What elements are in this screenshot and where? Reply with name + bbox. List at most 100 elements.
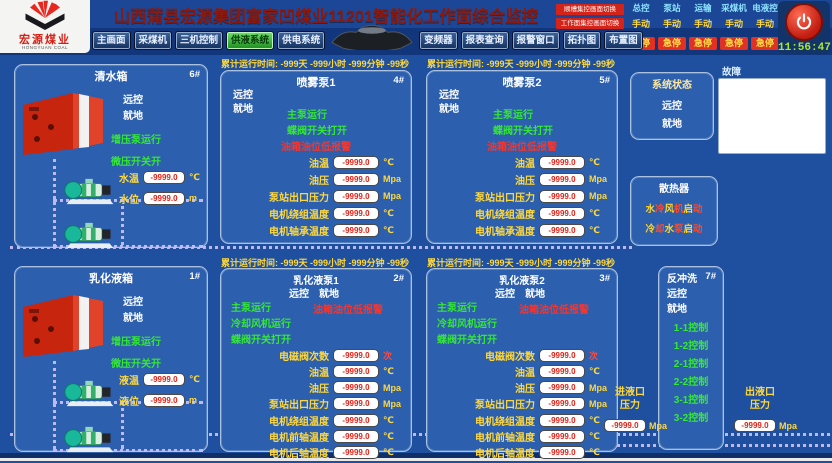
estop-button[interactable]: 急停 (658, 37, 686, 50)
remote-label[interactable]: 远控 (289, 289, 309, 300)
metric-row: 电机绕组温度 -9999.0 ℃ (427, 206, 613, 221)
mode-manual-button[interactable]: 手动 (631, 19, 650, 29)
backflush-control[interactable]: 1-1控制 (673, 323, 709, 334)
estop-button[interactable]: 急停 (720, 37, 748, 50)
nav-tab[interactable]: 采煤机 (133, 31, 173, 50)
nav-tab[interactable]: 供电系统 (277, 31, 326, 50)
metric-row: 电磁阀次数 -9999.0 次 (221, 348, 407, 363)
power-tile: 11:56:47 (778, 1, 831, 54)
panel-title: 乳化液泵2 (499, 276, 545, 287)
metric-label: 电机前轴温度 (269, 432, 329, 444)
alarm-text: 油箱油位低报警 (487, 142, 557, 153)
pipe-line (53, 245, 203, 248)
metric-value: -9999.0 (539, 348, 585, 362)
nav-tab[interactable]: 三机控制 (175, 31, 224, 50)
nav-tab[interactable]: 供液系统 (226, 31, 275, 50)
backflush-control[interactable]: 2-1控制 (673, 359, 709, 370)
metric-value: -9999.0 (539, 364, 585, 378)
pipe-line (53, 401, 203, 404)
power-button[interactable] (785, 3, 823, 41)
nav-tab[interactable]: 报表查询 (460, 31, 509, 50)
metric-unit: ℃ (383, 430, 394, 441)
alarm-badge[interactable]: 顺槽集控画面切换 (556, 4, 624, 15)
remote-label[interactable]: 远控 (439, 90, 459, 101)
control-group-label: 电液控 (752, 3, 778, 13)
metric-label: 泵站出口压力 (475, 192, 535, 204)
panel-radiator: 散热器 水冷风机启动 冷却水泵启动 (630, 176, 718, 246)
nav-tab[interactable]: 主画面 (92, 31, 131, 50)
control-group: 电液控 手动 急停 (751, 2, 779, 50)
metric-value: -9999.0 (539, 397, 585, 411)
metric-value: -9999.0 (333, 429, 379, 443)
metric-row: 电机前轴温度 -9999.0 ℃ (221, 429, 407, 444)
backflush-control[interactable]: 3-2控制 (673, 413, 709, 424)
estop-button[interactable]: 急停 (751, 37, 779, 50)
alarm-badge[interactable]: 工作面集控画面切换 (556, 18, 624, 29)
pipe-line (53, 449, 203, 452)
metric-label: 水温 (119, 173, 139, 185)
metric-label: 油温 (515, 367, 535, 379)
metric-label: 电机绕组温度 (269, 416, 329, 428)
control-group-label: 运输 (694, 3, 712, 13)
mode-manual-button[interactable]: 手动 (755, 19, 774, 29)
backflush-control[interactable]: 2-2控制 (673, 377, 709, 388)
local-label[interactable]: 就地 (233, 104, 253, 115)
remote-label[interactable]: 远控 (495, 289, 515, 300)
local-label[interactable]: 就地 (667, 304, 687, 315)
metric-unit: Mpa (383, 174, 401, 184)
metric-label: 油压 (309, 175, 329, 187)
runtime-text: 累计运行时间: -999天 -999小时 -999分钟 -99秒 (220, 258, 410, 268)
estop-button[interactable]: 急停 (689, 37, 717, 50)
local-label[interactable]: 就地 (525, 289, 545, 300)
panel-title: 乳化液箱 (89, 273, 133, 285)
remote-label[interactable]: 远控 (667, 289, 687, 300)
metric-row: 油温 -9999.0 ℃ (221, 155, 407, 170)
metric-unit: Mpa (649, 420, 667, 431)
metric-label: 电机绕组温度 (475, 209, 535, 221)
remote-label[interactable]: 远控 (123, 95, 143, 106)
local-label[interactable]: 就地 (123, 313, 143, 324)
nav-tab[interactable]: 拓扑图 (562, 31, 602, 50)
local-label[interactable]: 就地 (439, 104, 459, 115)
panel-title: 乳化液泵1 (293, 276, 339, 287)
logo-title: 宏源煤业 (19, 34, 71, 46)
metric-row: 电机前轴温度 -9999.0 ℃ (427, 429, 613, 444)
metric-unit: Mpa (589, 382, 607, 393)
remote-label[interactable]: 远控 (662, 101, 682, 112)
local-label[interactable]: 就地 (319, 289, 339, 300)
panel-number: 3# (599, 273, 610, 284)
backflush-control[interactable]: 1-2控制 (673, 341, 709, 352)
nav-tab[interactable]: 报警窗口 (511, 31, 560, 50)
inlet-pressure-label: 进液口 压力 (608, 386, 652, 412)
panel-spray-pump-1: 喷雾泵1 4# 远控 就地 主泵运行 蝶阀开关打开 油箱油位低报警 油温 -99… (220, 70, 412, 244)
pipe-line (53, 199, 203, 202)
remote-label[interactable]: 远控 (123, 297, 143, 308)
nav-tab[interactable]: 变频器 (419, 31, 458, 50)
local-label[interactable]: 就地 (123, 111, 143, 122)
pipe-line (53, 159, 56, 247)
outlet-label-line2: 压力 (750, 400, 770, 411)
backflush-control[interactable]: 3-1控制 (673, 395, 709, 406)
alarm-text: 油箱油位低报警 (519, 305, 589, 316)
status-text: 蝶阀开关打开 (287, 126, 347, 137)
metric-label: 油温 (515, 158, 535, 170)
metric-unit: ℃ (383, 447, 394, 458)
local-label[interactable]: 就地 (662, 119, 682, 130)
metric-row: 电机轴承温度 -9999.0 ℃ (427, 223, 613, 238)
panel-number: 5# (599, 75, 610, 86)
nav-tab[interactable]: 布置图 (604, 31, 643, 50)
remote-label[interactable]: 远控 (233, 90, 253, 101)
metric-label: 液温 (119, 375, 139, 387)
logo-icon (25, 0, 65, 30)
metric-value: -9999.0 (333, 206, 379, 220)
radiator-status-text: 水冷风机启动 (645, 204, 703, 215)
panel-number: 2# (393, 273, 404, 284)
panel-number: 6# (189, 69, 200, 80)
page-title: 山西蒲县宏源集团富家凹煤业11201智能化工作面综合监控 (113, 8, 539, 26)
mode-manual-button[interactable]: 手动 (724, 19, 743, 29)
metric-value: -9999.0 (333, 172, 379, 186)
mode-manual-button[interactable]: 手动 (693, 19, 712, 29)
metric-row: 油温 -9999.0 ℃ (427, 155, 613, 170)
mode-manual-button[interactable]: 手动 (662, 19, 681, 29)
